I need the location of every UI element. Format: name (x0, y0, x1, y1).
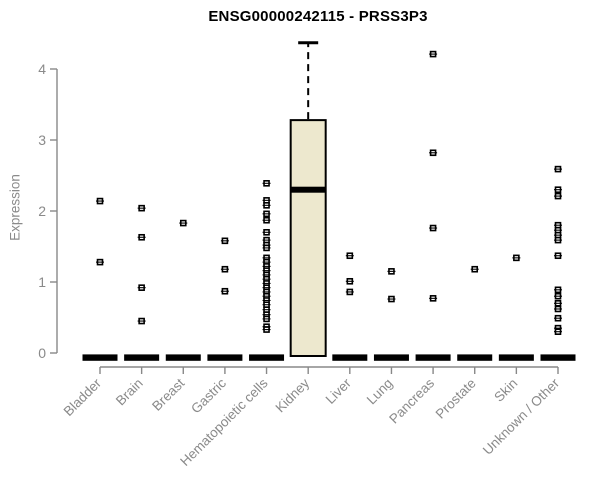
x-category-label: Unknown / Other (480, 375, 563, 458)
y-tick-label: 4 (38, 61, 46, 77)
x-category-label: Breast (149, 375, 187, 413)
collapsed-box-9 (415, 354, 451, 361)
x-category-label: Gastric (188, 375, 229, 416)
x-category-label: Kidney (273, 375, 313, 415)
collapsed-box-10 (457, 354, 493, 361)
collapsed-box-12 (540, 354, 576, 361)
x-category-label: Skin (491, 376, 520, 405)
collapsed-box-7 (332, 354, 368, 361)
x-category-label: Brain (113, 376, 146, 409)
y-tick-label: 1 (38, 274, 46, 290)
collapsed-box-5 (249, 354, 285, 361)
x-category-label: Lung (364, 376, 396, 408)
y-tick-label: 3 (38, 132, 46, 148)
chart-title: ENSG00000242115 - PRSS3P3 (208, 8, 428, 25)
collapsed-box-1 (82, 354, 118, 361)
collapsed-box-3 (165, 354, 201, 361)
collapsed-box-4 (207, 354, 243, 361)
y-tick-label: 2 (38, 203, 46, 219)
x-category-label: Prostate (433, 376, 479, 422)
collapsed-box-8 (373, 354, 409, 361)
x-category-label: Liver (323, 375, 355, 407)
median-line (290, 186, 326, 193)
x-category-label: Pancreas (386, 375, 437, 426)
box-6 (289, 119, 327, 358)
x-category-label: Bladder (61, 375, 105, 419)
collapsed-box-11 (498, 354, 534, 361)
y-tick-label: 0 (38, 345, 46, 361)
collapsed-box-2 (124, 354, 160, 361)
